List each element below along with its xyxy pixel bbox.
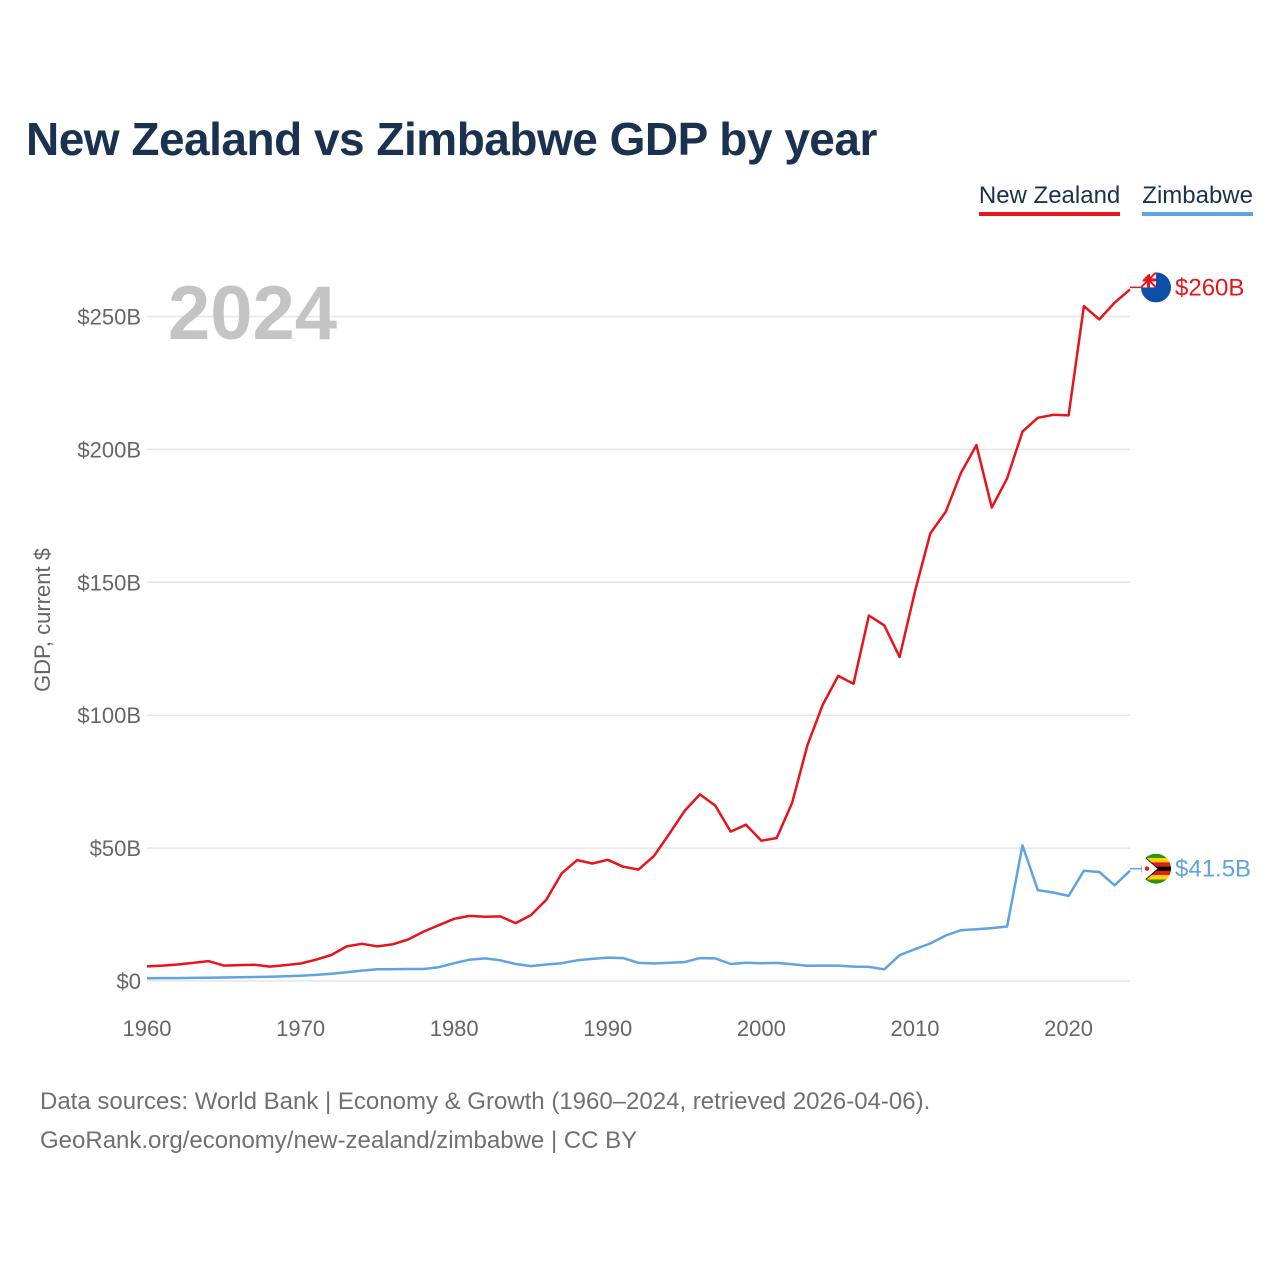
x-axis-ticks: 1960 1970 1980 1990 2000 2010 2020 <box>123 1016 1094 1041</box>
grid-lines <box>147 315 1130 982</box>
x-tick-label: 2010 <box>890 1016 939 1041</box>
x-tick-label: 2000 <box>737 1016 786 1041</box>
end-value-label-zimbabwe: $41.5B <box>1175 856 1251 883</box>
gdp-line-chart: 2024 GDP, current $ $0 $50B $100B $150B $200… <box>30 271 1251 1041</box>
y-axis-title: GDP, current $ <box>30 548 55 692</box>
y-tick-label: $0 <box>117 969 141 994</box>
x-tick-label: 1990 <box>583 1016 632 1041</box>
source-line-2: GeoRank.org/economy/new-zealand/zimbabwe… <box>40 1127 638 1154</box>
chart-title: New Zealand vs Zimbabwe GDP by year <box>26 113 877 165</box>
legend-item-new-zealand[interactable]: New Zealand <box>978 182 1121 216</box>
legend: New Zealand Zimbabwe <box>978 182 1253 216</box>
y-tick-label: $250B <box>77 305 141 330</box>
x-tick-label: 1960 <box>123 1016 172 1041</box>
series-line-new-zealand[interactable] <box>146 288 1131 968</box>
y-tick-label: $200B <box>77 437 141 462</box>
source-line-1: Data sources: World Bank | Economy & Gro… <box>40 1088 931 1115</box>
zimbabwe-flag-icon[interactable] <box>1141 853 1171 884</box>
source-note: Data sources: World Bank | Economy & Gro… <box>40 1082 930 1160</box>
y-tick-label: $50B <box>90 836 141 861</box>
series-line-zimbabwe[interactable] <box>146 844 1131 980</box>
legend-item-zimbabwe[interactable]: Zimbabwe <box>1142 182 1253 216</box>
x-tick-label: 1980 <box>430 1016 479 1041</box>
end-value-label-new-zealand: $260B <box>1175 274 1244 301</box>
year-label: 2024 <box>168 271 337 356</box>
new-zealand-flag-icon[interactable] <box>1141 272 1171 303</box>
x-tick-label: 1970 <box>276 1016 325 1041</box>
x-tick-label: 2020 <box>1044 1016 1093 1041</box>
y-tick-label: $100B <box>77 703 141 728</box>
y-tick-label: $150B <box>77 570 141 595</box>
y-axis-ticks: $0 $50B $100B $150B $200B $250B <box>77 305 141 995</box>
end-markers <box>1141 272 1171 884</box>
series-lines: $260B $41.5B <box>146 274 1251 980</box>
